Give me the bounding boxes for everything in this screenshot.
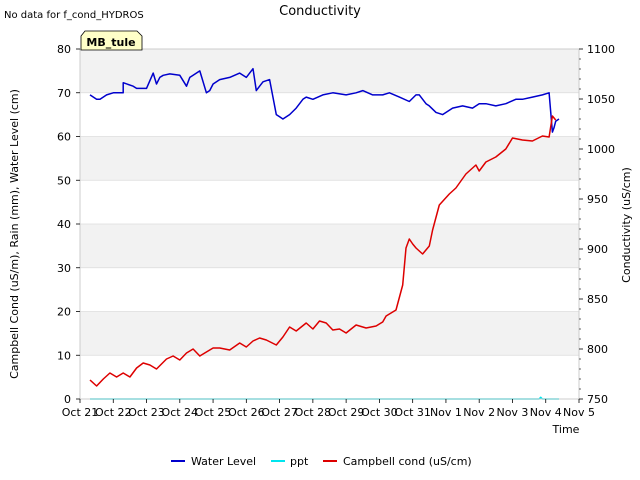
tick-label-x: Oct 25 bbox=[195, 406, 232, 419]
tick-label-right: 900 bbox=[587, 243, 608, 256]
tick-label-right: 750 bbox=[587, 393, 608, 406]
series-campbell-cond bbox=[89, 115, 557, 387]
band bbox=[80, 224, 579, 268]
tick-label-left: 30 bbox=[57, 262, 71, 275]
tick-label-x: Oct 21 bbox=[62, 406, 99, 419]
legend-label-water-level: Water Level bbox=[191, 455, 256, 468]
tick-label-left: 50 bbox=[57, 174, 71, 187]
legend: Water Level ppt Campbell cond (uS/cm) bbox=[171, 455, 472, 468]
tick-label-left: 10 bbox=[57, 349, 71, 362]
tick-label-left: 40 bbox=[57, 218, 71, 231]
tick-label-right: 850 bbox=[587, 293, 608, 306]
band bbox=[80, 136, 579, 181]
tick-label-x: Oct 22 bbox=[95, 406, 132, 419]
tick-label-x: Nov 5 bbox=[563, 406, 595, 419]
chart-title: Conductivity bbox=[279, 4, 361, 19]
legend-label-campbell: Campbell cond (uS/cm) bbox=[343, 455, 472, 468]
site-label-shape bbox=[80, 30, 143, 51]
tick-label-left: 0 bbox=[64, 393, 71, 406]
band bbox=[80, 49, 579, 93]
tick-label-x: Oct 31 bbox=[394, 406, 431, 419]
tick-label-x: Oct 28 bbox=[295, 406, 332, 419]
tick-label-right: 950 bbox=[587, 193, 608, 206]
site-label: MB_tule bbox=[86, 36, 135, 49]
tick-label-right: 1100 bbox=[587, 43, 615, 56]
y-axis-label-right: Conductivity (uS/cm) bbox=[620, 167, 633, 283]
tick-label-x: Oct 26 bbox=[228, 406, 265, 419]
tick-label-right: 1000 bbox=[587, 143, 615, 156]
legend-label-ppt: ppt bbox=[290, 455, 309, 468]
tick-label-left: 60 bbox=[57, 131, 71, 144]
y-axis-label-left: Campbell Cond (uS/m), Rain (mm), Water L… bbox=[8, 89, 21, 379]
tick-label-left: 20 bbox=[57, 306, 71, 319]
tick-label-x: Nov 4 bbox=[530, 406, 562, 419]
tick-label-x: Nov 2 bbox=[463, 406, 495, 419]
no-data-note: No data for f_cond_HYDROS bbox=[4, 10, 144, 21]
band bbox=[80, 311, 579, 356]
tick-label-x: Oct 27 bbox=[261, 406, 298, 419]
tick-label-left: 70 bbox=[57, 87, 71, 100]
tick-label-right: 800 bbox=[587, 343, 608, 356]
tick-label-x: Oct 30 bbox=[361, 406, 398, 419]
series-water-level bbox=[89, 67, 560, 133]
tick-label-x: Nov 1 bbox=[430, 406, 462, 419]
tick-label-x: Nov 3 bbox=[496, 406, 528, 419]
axis-ticks: 0 10 20 30 40 50 60 70 80 750 800 850 900 950 1000 1050… bbox=[57, 43, 615, 419]
tick-label-x: Oct 23 bbox=[128, 406, 165, 419]
tick-label-x: Oct 24 bbox=[162, 406, 199, 419]
background-bands bbox=[80, 49, 579, 356]
tick-label-right: 1050 bbox=[587, 93, 615, 106]
tick-label-x: Oct 29 bbox=[328, 406, 365, 419]
tick-label-left: 80 bbox=[57, 43, 71, 56]
site-label-box: MB_tule bbox=[80, 30, 143, 51]
x-axis-label: Time bbox=[552, 423, 580, 436]
